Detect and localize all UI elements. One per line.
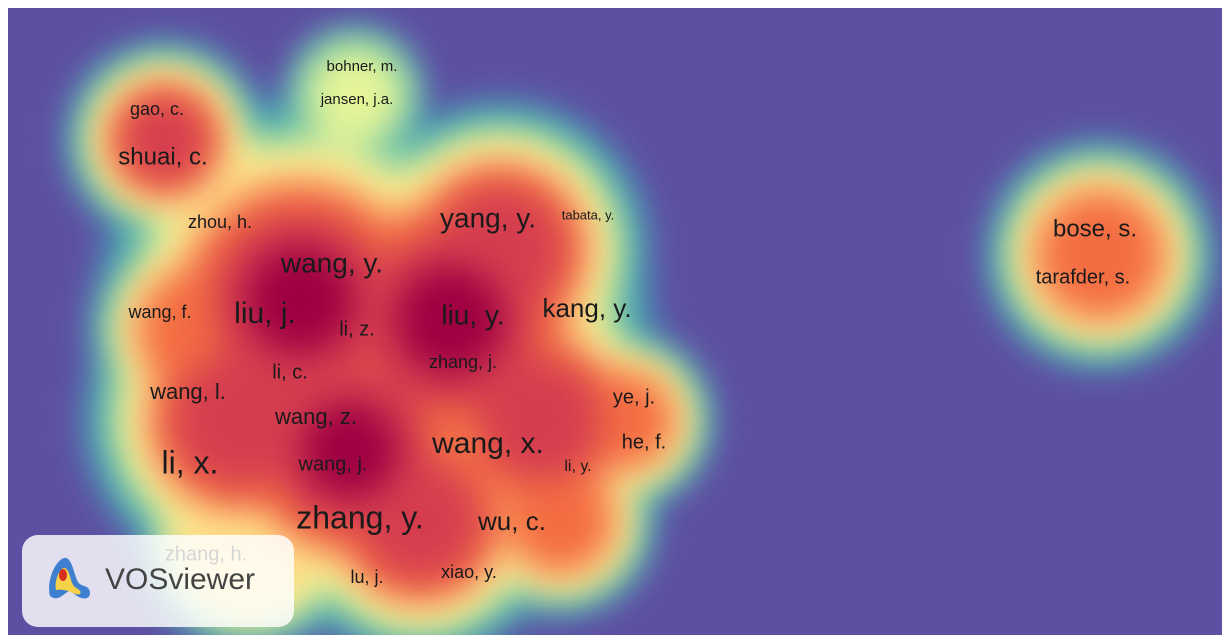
heat-blob <box>358 458 482 582</box>
heat-blob <box>395 265 505 375</box>
logo-text: VOSviewer <box>105 563 255 596</box>
author-label: bohner, m. <box>327 58 398 75</box>
author-label: wang, l. <box>149 379 226 404</box>
author-label: wang, z. <box>274 404 357 429</box>
heat-blob <box>575 370 675 470</box>
heat-blob <box>245 245 355 355</box>
author-label: li, c. <box>272 361 308 383</box>
author-label: ye, j. <box>613 386 655 408</box>
author-label: zhang, j. <box>429 352 497 372</box>
heat-blob <box>172 352 308 488</box>
heat-blob <box>122 97 208 183</box>
logo-icon <box>49 557 90 599</box>
author-label: jansen, j.a. <box>320 91 394 108</box>
author-label: li, x. <box>162 444 219 480</box>
heat-level <box>245 245 505 499</box>
heat-blob <box>506 466 614 574</box>
author-label: lu, j. <box>350 567 383 587</box>
author-label: li, y. <box>564 458 591 475</box>
author-label: yang, y. <box>440 202 536 233</box>
author-label: shuai, c. <box>118 143 207 170</box>
heat-blob <box>478 358 602 482</box>
logo-box <box>22 535 294 627</box>
author-label: gao, c. <box>130 99 184 119</box>
author-label: wang, x. <box>431 427 544 460</box>
heat-blob <box>1035 190 1165 320</box>
author-label: xiao, y. <box>441 562 497 582</box>
author-label: li, z. <box>339 318 375 340</box>
author-label: kang, y. <box>542 293 631 323</box>
author-label: liu, j. <box>234 297 296 330</box>
heat-blob <box>303 43 407 147</box>
author-label: tarafder, s. <box>1036 266 1131 288</box>
logo: VOSviewer <box>22 535 294 627</box>
author-label: zhang, y. <box>296 499 423 535</box>
author-label: liu, y. <box>441 299 504 330</box>
author-label: he, f. <box>622 431 666 453</box>
author-label: wang, y. <box>280 247 383 278</box>
author-label: zhou, h. <box>188 212 252 232</box>
author-label: bose, s. <box>1053 215 1137 242</box>
author-label: wang, f. <box>127 302 191 322</box>
author-label: tabata, y. <box>562 207 615 222</box>
heat-blob <box>301 401 399 499</box>
author-label: wang, j. <box>298 453 368 475</box>
author-label: wu, c. <box>477 506 546 536</box>
labels: bohner, m. jansen, j.a. gao, c. shuai, c. zh… <box>118 58 1137 587</box>
